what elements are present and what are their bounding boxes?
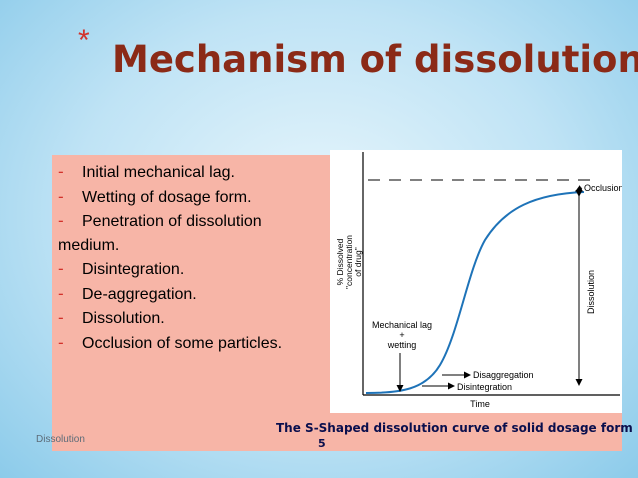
disintegration-label: Disintegration [457, 382, 512, 392]
bullet-dash: - [58, 332, 64, 352]
footer-text: Dissolution [36, 434, 85, 445]
title-area: * Mechanism of dissolution [78, 24, 638, 86]
bullet-item: - Dissolution. [58, 306, 328, 331]
s-curve [365, 191, 585, 394]
page-number: 5 [318, 437, 326, 450]
bullet-text: Penetration of dissolution [82, 213, 262, 230]
bullet-text: Occlusion of some particles. [82, 334, 283, 352]
bullet-text: De-aggregation. [82, 285, 197, 303]
wetting-label: wetting [387, 340, 417, 350]
occlusion-arrow [575, 185, 583, 192]
mechanical-lag-plus: + [399, 330, 404, 340]
bullet-item: - De-aggregation. [58, 282, 328, 307]
bullet-item: - Disintegration. [58, 257, 328, 282]
bullet-dash: - [58, 186, 64, 206]
bullet-text: Wetting of dosage form. [82, 188, 252, 206]
disaggregation-label: Disaggregation [473, 370, 534, 380]
dissolution-label: Dissolution [586, 270, 596, 314]
slide-title: Mechanism of dissolution [112, 38, 638, 81]
bullet-dash: - [58, 259, 64, 278]
bullet-dash: - [58, 283, 64, 303]
figure-caption: The S-Shaped dissolution curve of solid … [276, 421, 633, 435]
bullet-list: - Initial mechanical lag. - Wetting of dos… [58, 160, 328, 355]
dissolution-diagram: % Dissolved "concentration of drug" Occl… [330, 150, 622, 413]
bullet-continuation: medium. [58, 236, 120, 254]
dissolution-curve-svg: % Dissolved "concentration of drug" Occl… [335, 152, 622, 409]
y-axis-label-line3: of drug" [353, 247, 363, 276]
bullet-text: Disintegration. [82, 261, 185, 278]
occlusion-label: Occlusion [584, 183, 622, 193]
bullet-text: Dissolution. [82, 310, 165, 327]
y-axis-label-line1: % Dissolved [335, 238, 345, 285]
bullet-item: - Occlusion of some particles. [58, 331, 328, 356]
y-axis-label-line2: "concentration [344, 235, 354, 289]
bullet-item: - Penetration of dissolution [58, 209, 328, 234]
bullet-dash: - [58, 162, 64, 181]
mechanical-lag-label: Mechanical lag [372, 320, 432, 330]
bullet-dash: - [58, 308, 64, 327]
title-asterisk: * [78, 24, 90, 57]
bullet-item: - Initial mechanical lag. [58, 160, 328, 185]
bullet-item: - Wetting of dosage form. [58, 185, 328, 210]
bullet-text: Initial mechanical lag. [82, 164, 235, 181]
x-axis-label: Time [470, 399, 490, 409]
bullet-dash: - [58, 211, 64, 230]
